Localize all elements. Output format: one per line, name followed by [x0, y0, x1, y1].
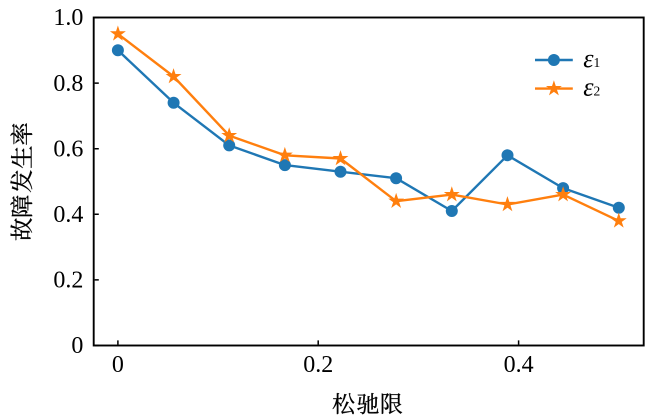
svg-text:1: 1	[594, 55, 601, 70]
svg-text:0.8: 0.8	[53, 71, 83, 97]
svg-text:0.4: 0.4	[53, 202, 83, 228]
svg-text:ε: ε	[583, 72, 594, 101]
svg-text:2: 2	[594, 83, 601, 98]
svg-text:0.4: 0.4	[504, 352, 534, 378]
svg-text:1.0: 1.0	[53, 5, 83, 31]
svg-text:ε: ε	[583, 44, 594, 73]
svg-text:0.2: 0.2	[53, 268, 83, 294]
svg-text:0.6: 0.6	[53, 137, 83, 163]
svg-text:0.2: 0.2	[303, 352, 333, 378]
svg-text:0: 0	[112, 352, 124, 378]
svg-text:0: 0	[71, 333, 83, 359]
